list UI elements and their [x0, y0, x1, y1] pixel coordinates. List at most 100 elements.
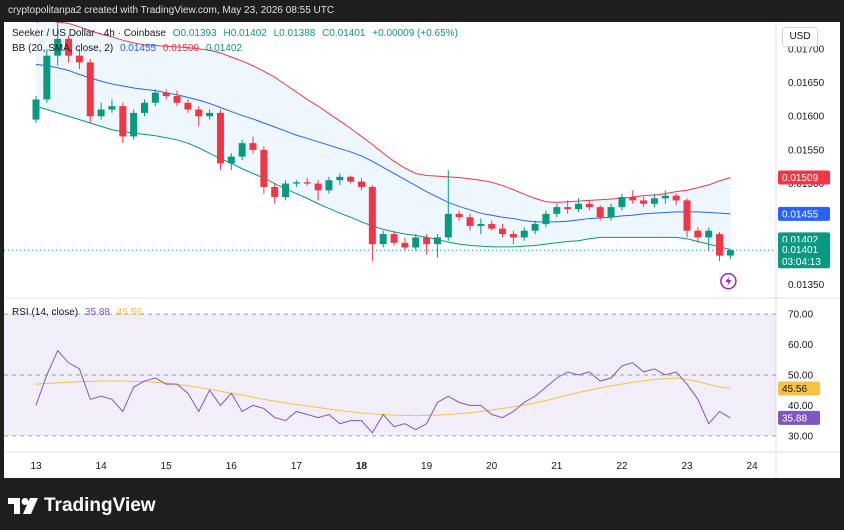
- lightning-icon-bolt: [725, 276, 732, 287]
- candle-body: [499, 228, 507, 235]
- time-tick-label: 20: [486, 461, 498, 472]
- chart-area[interactable]: 0.01700 0.01650 0.01600 0.01550 0.01500 0.014…: [4, 20, 840, 478]
- upper-band-badge: 0.01509: [778, 170, 830, 185]
- candle-body: [444, 213, 452, 238]
- candle: [575, 198, 582, 212]
- candle-body: [477, 223, 485, 226]
- lightning-icon: [720, 272, 737, 290]
- currency-button[interactable]: USD: [782, 27, 818, 47]
- candle: [141, 99, 148, 117]
- price-chart[interactable]: 0.01700 0.01650 0.01600 0.01550 0.01500 0.014…: [4, 20, 840, 478]
- candle: [716, 232, 724, 261]
- rsi-value-badge-text: 35.88: [782, 413, 807, 424]
- candle-body: [553, 207, 561, 214]
- bb-legend[interactable]: BB (20, SMA, close, 2) 0.01455 0.01509 0…: [12, 43, 246, 54]
- candle: [184, 99, 192, 113]
- candle: [358, 178, 365, 191]
- candle: [195, 106, 203, 127]
- bb-basis-line: [35, 63, 731, 223]
- candle-body: [206, 112, 214, 117]
- candle: [531, 220, 539, 235]
- symbol-legend[interactable]: Seeker / US Dollar · 4h · Coinbase O0.01…: [12, 28, 462, 39]
- candle: [227, 153, 235, 171]
- candle: [466, 213, 474, 231]
- candle: [97, 102, 105, 120]
- candle-body: [238, 143, 246, 157]
- time-tick-label: 21: [551, 461, 563, 472]
- candle: [54, 22, 62, 66]
- candle-body: [596, 207, 604, 218]
- candle-body: [672, 195, 680, 201]
- candle-body: [108, 106, 116, 110]
- rsi-line: [35, 349, 731, 434]
- candle: [640, 197, 648, 208]
- candle: [542, 210, 550, 228]
- candle: [130, 109, 138, 140]
- candle-body: [271, 186, 279, 198]
- rsi-ma-badge-bg: [778, 381, 820, 396]
- snapshot-header: cryptopolitanpa2 created with TradingVie…: [8, 5, 335, 16]
- candle: [564, 200, 572, 214]
- legend-open: O0.01393: [172, 28, 217, 39]
- candle-body: [640, 200, 648, 204]
- candle: [86, 59, 94, 123]
- tradingview-logo-icon: [8, 498, 38, 514]
- candle: [661, 190, 669, 204]
- price-tick-label: 0.01600: [788, 112, 825, 123]
- price-tick-label: 0.01350: [788, 280, 825, 291]
- candle-body: [97, 109, 105, 117]
- basis-badge-text: 0.01455: [782, 209, 819, 220]
- candle: [151, 89, 159, 107]
- candle: [629, 190, 637, 204]
- tradingview-logo: TradingView: [8, 494, 156, 518]
- logo-text: TradingView: [44, 495, 156, 516]
- candle: [455, 210, 463, 221]
- candle: [650, 193, 658, 208]
- candle: [694, 227, 702, 243]
- bb-lower-badge-text: 0.01402: [782, 235, 819, 246]
- price-tick-label: 0.01550: [788, 145, 825, 156]
- candle-body: [433, 237, 441, 245]
- candle: [336, 173, 344, 185]
- candle-body: [195, 109, 203, 117]
- candle-body: [542, 213, 550, 224]
- candle-body: [401, 242, 409, 248]
- candle: [43, 48, 51, 103]
- candle-body: [618, 197, 626, 208]
- candle-body: [629, 197, 637, 201]
- price-tick-label: 0.01700: [788, 44, 825, 55]
- candle: [553, 203, 561, 218]
- time-tick-label: 22: [616, 461, 628, 472]
- candle-body: [661, 195, 669, 199]
- countdown-text: 03:04:13: [782, 257, 821, 268]
- candle: [726, 249, 734, 259]
- time-tick-label: 18: [356, 461, 368, 472]
- candle-body: [184, 102, 192, 110]
- candle-body: [314, 183, 322, 191]
- candle: [347, 175, 355, 184]
- rsi-tick-label: 50.00: [788, 370, 813, 381]
- legend-high: H0.01402: [223, 28, 267, 39]
- candle-body: [694, 230, 702, 238]
- rsi-value-badge: 35.88: [778, 410, 820, 425]
- time-tick-label: 19: [421, 461, 433, 472]
- candle: [433, 234, 441, 258]
- candle: [585, 200, 593, 211]
- candle: [423, 234, 431, 255]
- legend-change: +0.00009 (+0.65%): [372, 28, 458, 39]
- candle-body: [282, 183, 290, 198]
- close-price-text: 0.01401: [782, 245, 819, 256]
- candle: [499, 223, 507, 238]
- candle-body: [358, 181, 365, 187]
- candle: [260, 146, 268, 194]
- candle-body: [607, 207, 615, 218]
- candle: [379, 230, 387, 248]
- candle: [401, 237, 409, 251]
- symbol-title: Seeker / US Dollar · 4h · Coinbase: [12, 28, 166, 39]
- candle-body: [86, 62, 94, 117]
- candle-body: [466, 217, 474, 226]
- bollinger-band-lines: [4, 20, 776, 251]
- rsi-legend[interactable]: RSI (14, close) 35.88 45.56: [12, 307, 146, 318]
